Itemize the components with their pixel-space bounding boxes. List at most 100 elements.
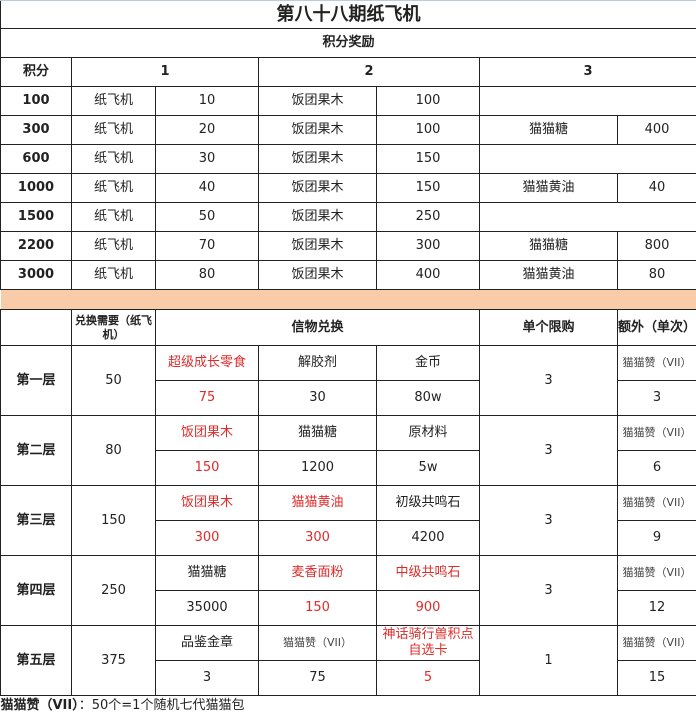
item: 猫猫糖	[480, 232, 618, 261]
col-2: 2	[259, 58, 480, 87]
col-1: 1	[72, 58, 259, 87]
extra-qty: 3	[618, 381, 696, 416]
cost: 375	[72, 626, 156, 696]
qty: 400	[618, 116, 696, 145]
footnote-bold: 猫猫赞（VII）	[1, 698, 79, 713]
extra-qty: 9	[618, 521, 696, 556]
item: 饭团果木	[259, 145, 377, 174]
exchange-item: 麦香面粉	[259, 556, 377, 591]
qty: 250	[377, 203, 480, 232]
extra-item: 猫猫赞（VII）	[618, 486, 696, 521]
exchange-qty: 300	[156, 521, 259, 556]
exchange-item: 猫猫黄油	[259, 486, 377, 521]
qty: 80	[618, 261, 696, 290]
exchange-item: 神话骑行兽积点自选卡	[377, 626, 480, 661]
exchange-qty: 75	[156, 381, 259, 416]
exchange-qty: 30	[259, 381, 377, 416]
limit: 3	[480, 416, 618, 486]
item: 纸飞机	[72, 145, 156, 174]
points: 300	[1, 116, 72, 145]
extra-qty: 15	[618, 661, 696, 696]
empty-cell	[480, 87, 696, 116]
footnote: 猫猫赞（VII）：50个=1个随机七代猫猫包	[1, 696, 696, 715]
layer-name: 第四层	[1, 556, 72, 626]
exchange-qty: 300	[259, 521, 377, 556]
exchange-item: 猫猫赞（VII）	[259, 626, 377, 661]
item: 纸飞机	[72, 203, 156, 232]
exchange-item: 猫猫糖	[259, 416, 377, 451]
item: 饭团果木	[259, 87, 377, 116]
exchange-item: 猫猫糖	[156, 556, 259, 591]
exchange-item: 解胶剂	[259, 346, 377, 381]
exchange-qty: 5	[377, 661, 480, 696]
item: 纸飞机	[72, 232, 156, 261]
qty: 50	[156, 203, 259, 232]
empty-cell	[480, 145, 696, 174]
qty: 80	[156, 261, 259, 290]
exchange-qty: 900	[377, 591, 480, 626]
exchange-qty: 150	[259, 591, 377, 626]
page-title: 第八十八期纸飞机	[1, 1, 696, 29]
limit: 3	[480, 556, 618, 626]
limit: 3	[480, 486, 618, 556]
exchange-item: 超级成长零食	[156, 346, 259, 381]
empty-cell	[1, 310, 72, 346]
item: 纸飞机	[72, 174, 156, 203]
exchange-qty: 75	[259, 661, 377, 696]
cost: 150	[72, 486, 156, 556]
exchange-item: 中级共鸣石	[377, 556, 480, 591]
item: 纸飞机	[72, 87, 156, 116]
item: 猫猫黄油	[480, 261, 618, 290]
qty: 20	[156, 116, 259, 145]
exchange-item: 品鉴金章	[156, 626, 259, 661]
exchange-item: 金币	[377, 346, 480, 381]
exchange-item: 饭团果木	[156, 416, 259, 451]
cost: 50	[72, 346, 156, 416]
col-items: 信物兑换	[156, 310, 480, 346]
footnote-text: ：50个=1个随机七代猫猫包	[79, 698, 245, 713]
item: 饭团果木	[259, 232, 377, 261]
limit: 1	[480, 626, 618, 696]
item: 猫猫黄油	[480, 174, 618, 203]
qty: 300	[377, 232, 480, 261]
points: 100	[1, 87, 72, 116]
qty: 800	[618, 232, 696, 261]
layer-name: 第二层	[1, 416, 72, 486]
qty: 40	[618, 174, 696, 203]
qty: 10	[156, 87, 259, 116]
extra-item: 猫猫赞（VII）	[618, 346, 696, 381]
qty: 150	[377, 174, 480, 203]
points: 2200	[1, 232, 72, 261]
cost: 80	[72, 416, 156, 486]
qty: 400	[377, 261, 480, 290]
item: 饭团果木	[259, 116, 377, 145]
exchange-qty: 150	[156, 451, 259, 486]
points: 3000	[1, 261, 72, 290]
exchange-item: 原材料	[377, 416, 480, 451]
qty: 30	[156, 145, 259, 174]
qty: 70	[156, 232, 259, 261]
separator-band	[1, 290, 696, 310]
col-cost: 兑换需要（纸飞机）	[72, 310, 156, 346]
col-limit: 单个限购	[480, 310, 618, 346]
item: 猫猫糖	[480, 116, 618, 145]
extra-item: 猫猫赞（VII）	[618, 556, 696, 591]
points: 600	[1, 145, 72, 174]
points: 1500	[1, 203, 72, 232]
item: 饭团果木	[259, 261, 377, 290]
qty: 40	[156, 174, 259, 203]
exchange-item: 初级共鸣石	[377, 486, 480, 521]
extra-qty: 12	[618, 591, 696, 626]
extra-item: 猫猫赞（VII）	[618, 626, 696, 661]
